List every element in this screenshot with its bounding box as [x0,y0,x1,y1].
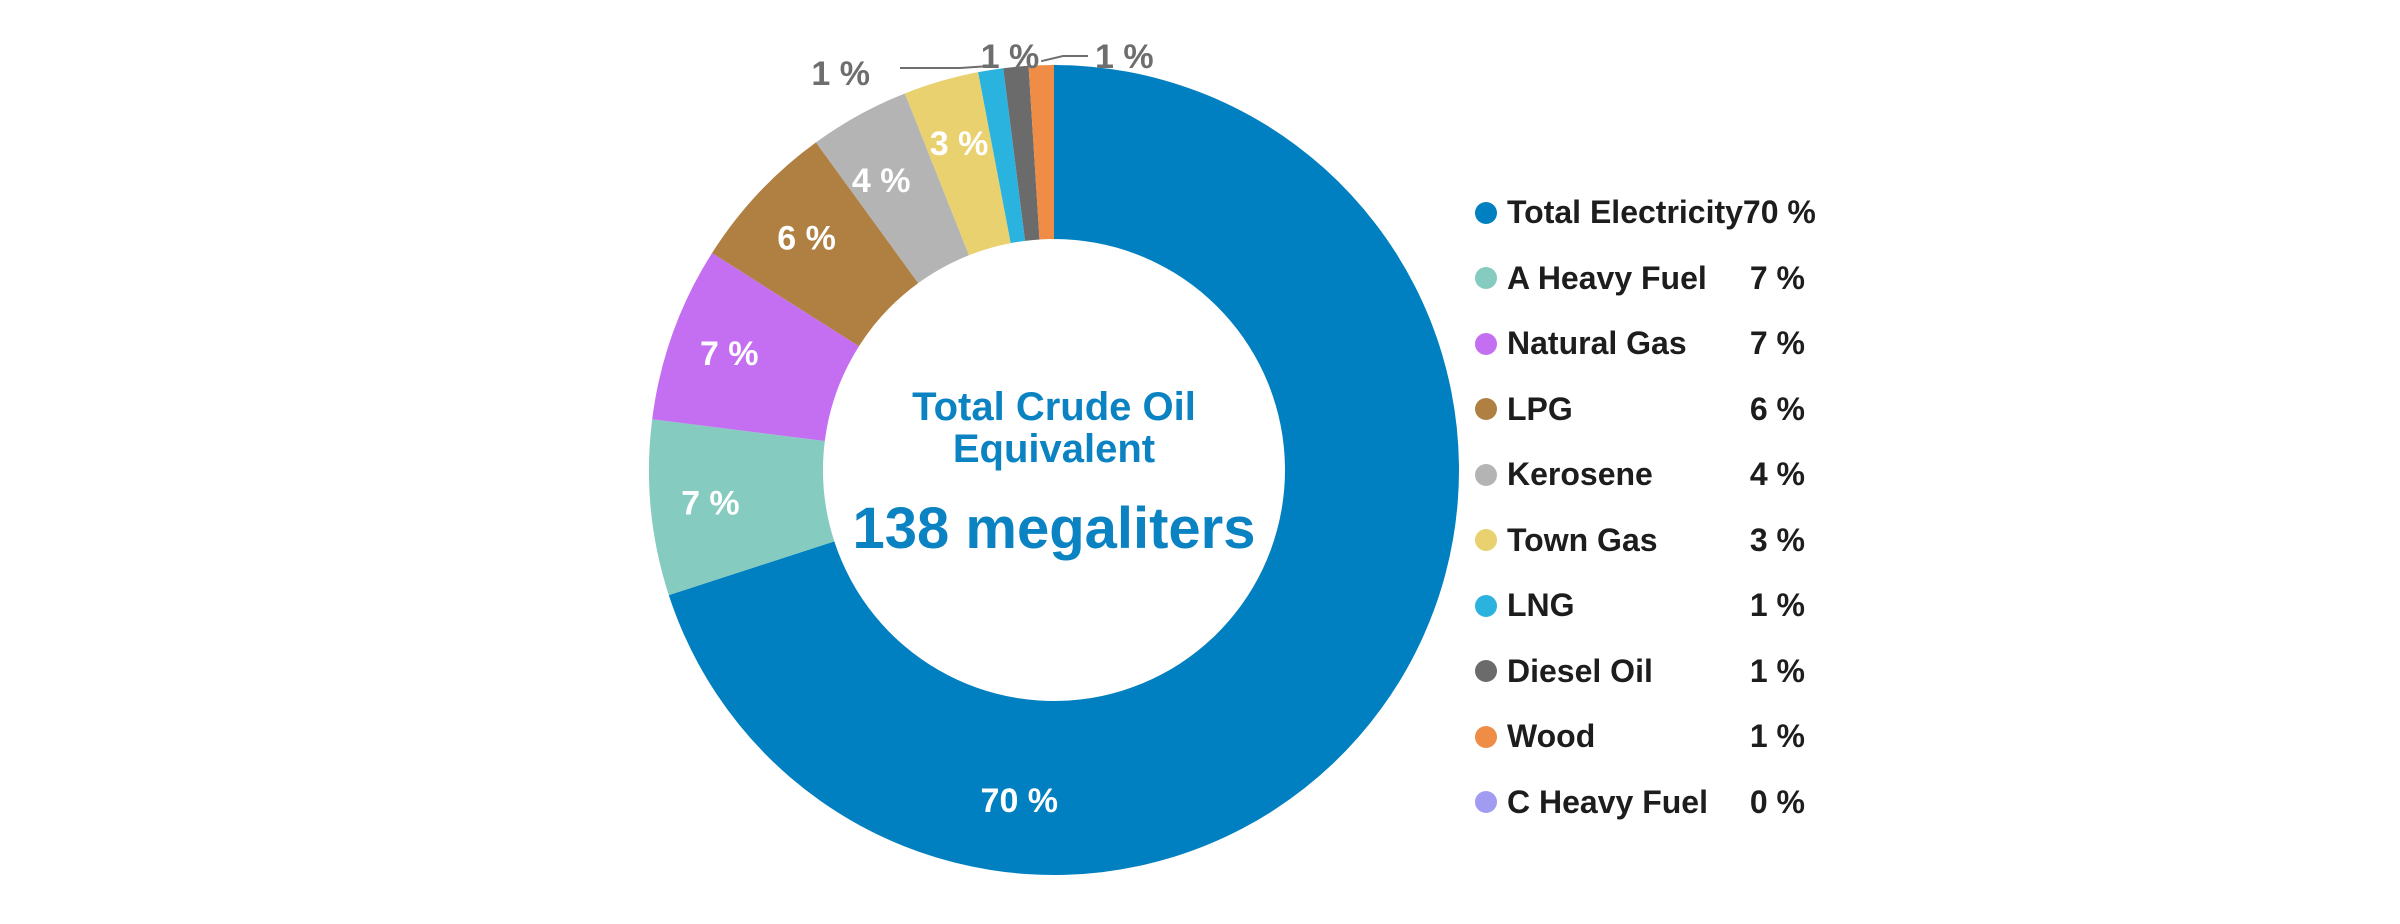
legend-swatch [1475,398,1497,421]
legend-percent: 1 % [1749,652,1805,689]
center-total-value: 138 megaliters [852,496,1255,561]
legend-swatch [1475,332,1497,355]
legend-percent: 7 % [1749,259,1805,296]
leader-lines [900,55,1088,69]
legend-percent: 4 % [1749,456,1805,493]
slice-wood [1028,65,1054,240]
slice-kerosene [815,93,969,284]
slice-lng [978,68,1026,244]
center-title-line-1: Total Crude Oil [912,385,1196,429]
leader-lng [900,65,991,69]
slice-town-gas [904,72,1011,256]
legend-swatch [1475,267,1497,290]
legend-swatch [1475,791,1497,814]
legend-swatch [1475,529,1497,552]
leader-wood [1040,55,1088,63]
legend-item-lpg: LPG 6 % [1475,377,1805,443]
legend-label: A Heavy Fuel [1507,259,1707,296]
data-label-lpg: 6 % [777,220,836,258]
legend-item-a-heavy-fuel: A Heavy Fuel 7 % [1475,246,1805,312]
legend-percent: 1 % [1749,718,1805,755]
legend-label: Kerosene [1507,456,1653,493]
legend-item-wood: Wood 1 % [1475,704,1805,770]
legend-item-natural-gas: Natural Gas 7 % [1475,311,1805,377]
legend-percent: 1 % [1749,587,1805,624]
legend-label: Wood [1507,718,1596,755]
slice-natural-gas [652,252,859,442]
legend-percent: 3 % [1749,521,1805,558]
legend-swatch [1475,463,1497,486]
legend-item-town-gas: Town Gas 3 % [1475,508,1805,574]
legend-item-kerosene: Kerosene 4 % [1475,442,1805,508]
legend-label: Diesel Oil [1507,652,1653,689]
legend-percent: 6 % [1749,390,1805,427]
legend-label: Total Electricity [1507,194,1743,231]
legend-percent: 7 % [1749,325,1805,362]
slice-total-electricity [668,65,1460,875]
data-label-total-electricity: 70 % [981,782,1059,820]
legend-label: LPG [1507,390,1573,427]
legend-swatch [1475,201,1497,224]
legend-percent: 70 % [1742,194,1816,231]
slice-labels: 70 % 7 % 7 % 6 % 4 % 3 % 1 % 1 % 1 % [681,38,1154,820]
data-label-kerosene: 4 % [852,162,911,200]
legend-swatch [1475,660,1497,683]
data-label-natural-gas: 7 % [700,335,759,373]
data-label-lng: 1 % [811,55,870,93]
donut-slices [649,65,1460,875]
legend-swatch [1475,725,1497,748]
legend-swatch [1475,594,1497,617]
slice-diesel-oil [1003,65,1040,241]
legend: Total Electricity 70 % A Heavy Fuel 7 % Natu… [1475,180,1816,836]
legend-percent: 0 % [1749,783,1805,820]
data-label-a-heavy-fuel: 7 % [681,484,740,522]
legend-item-lng: LNG 1 % [1475,573,1805,639]
center-title-line-2: Equivalent [953,427,1155,471]
legend-item-c-heavy-fuel: C Heavy Fuel 0 % [1475,770,1805,836]
data-label-town-gas: 3 % [930,125,989,163]
legend-label: Town Gas [1507,521,1658,558]
legend-label: Natural Gas [1507,325,1687,362]
legend-item-diesel-oil: Diesel Oil 1 % [1475,639,1805,705]
legend-label: C Heavy Fuel [1507,783,1708,820]
legend-item-total-electricity: Total Electricity 70 % [1475,180,1816,246]
legend-label: LNG [1507,587,1575,624]
slice-lpg [712,142,919,347]
data-label-diesel-oil: 1 % [981,38,1040,76]
slice-a-heavy-fuel [649,419,835,596]
data-label-wood: 1 % [1095,38,1154,76]
